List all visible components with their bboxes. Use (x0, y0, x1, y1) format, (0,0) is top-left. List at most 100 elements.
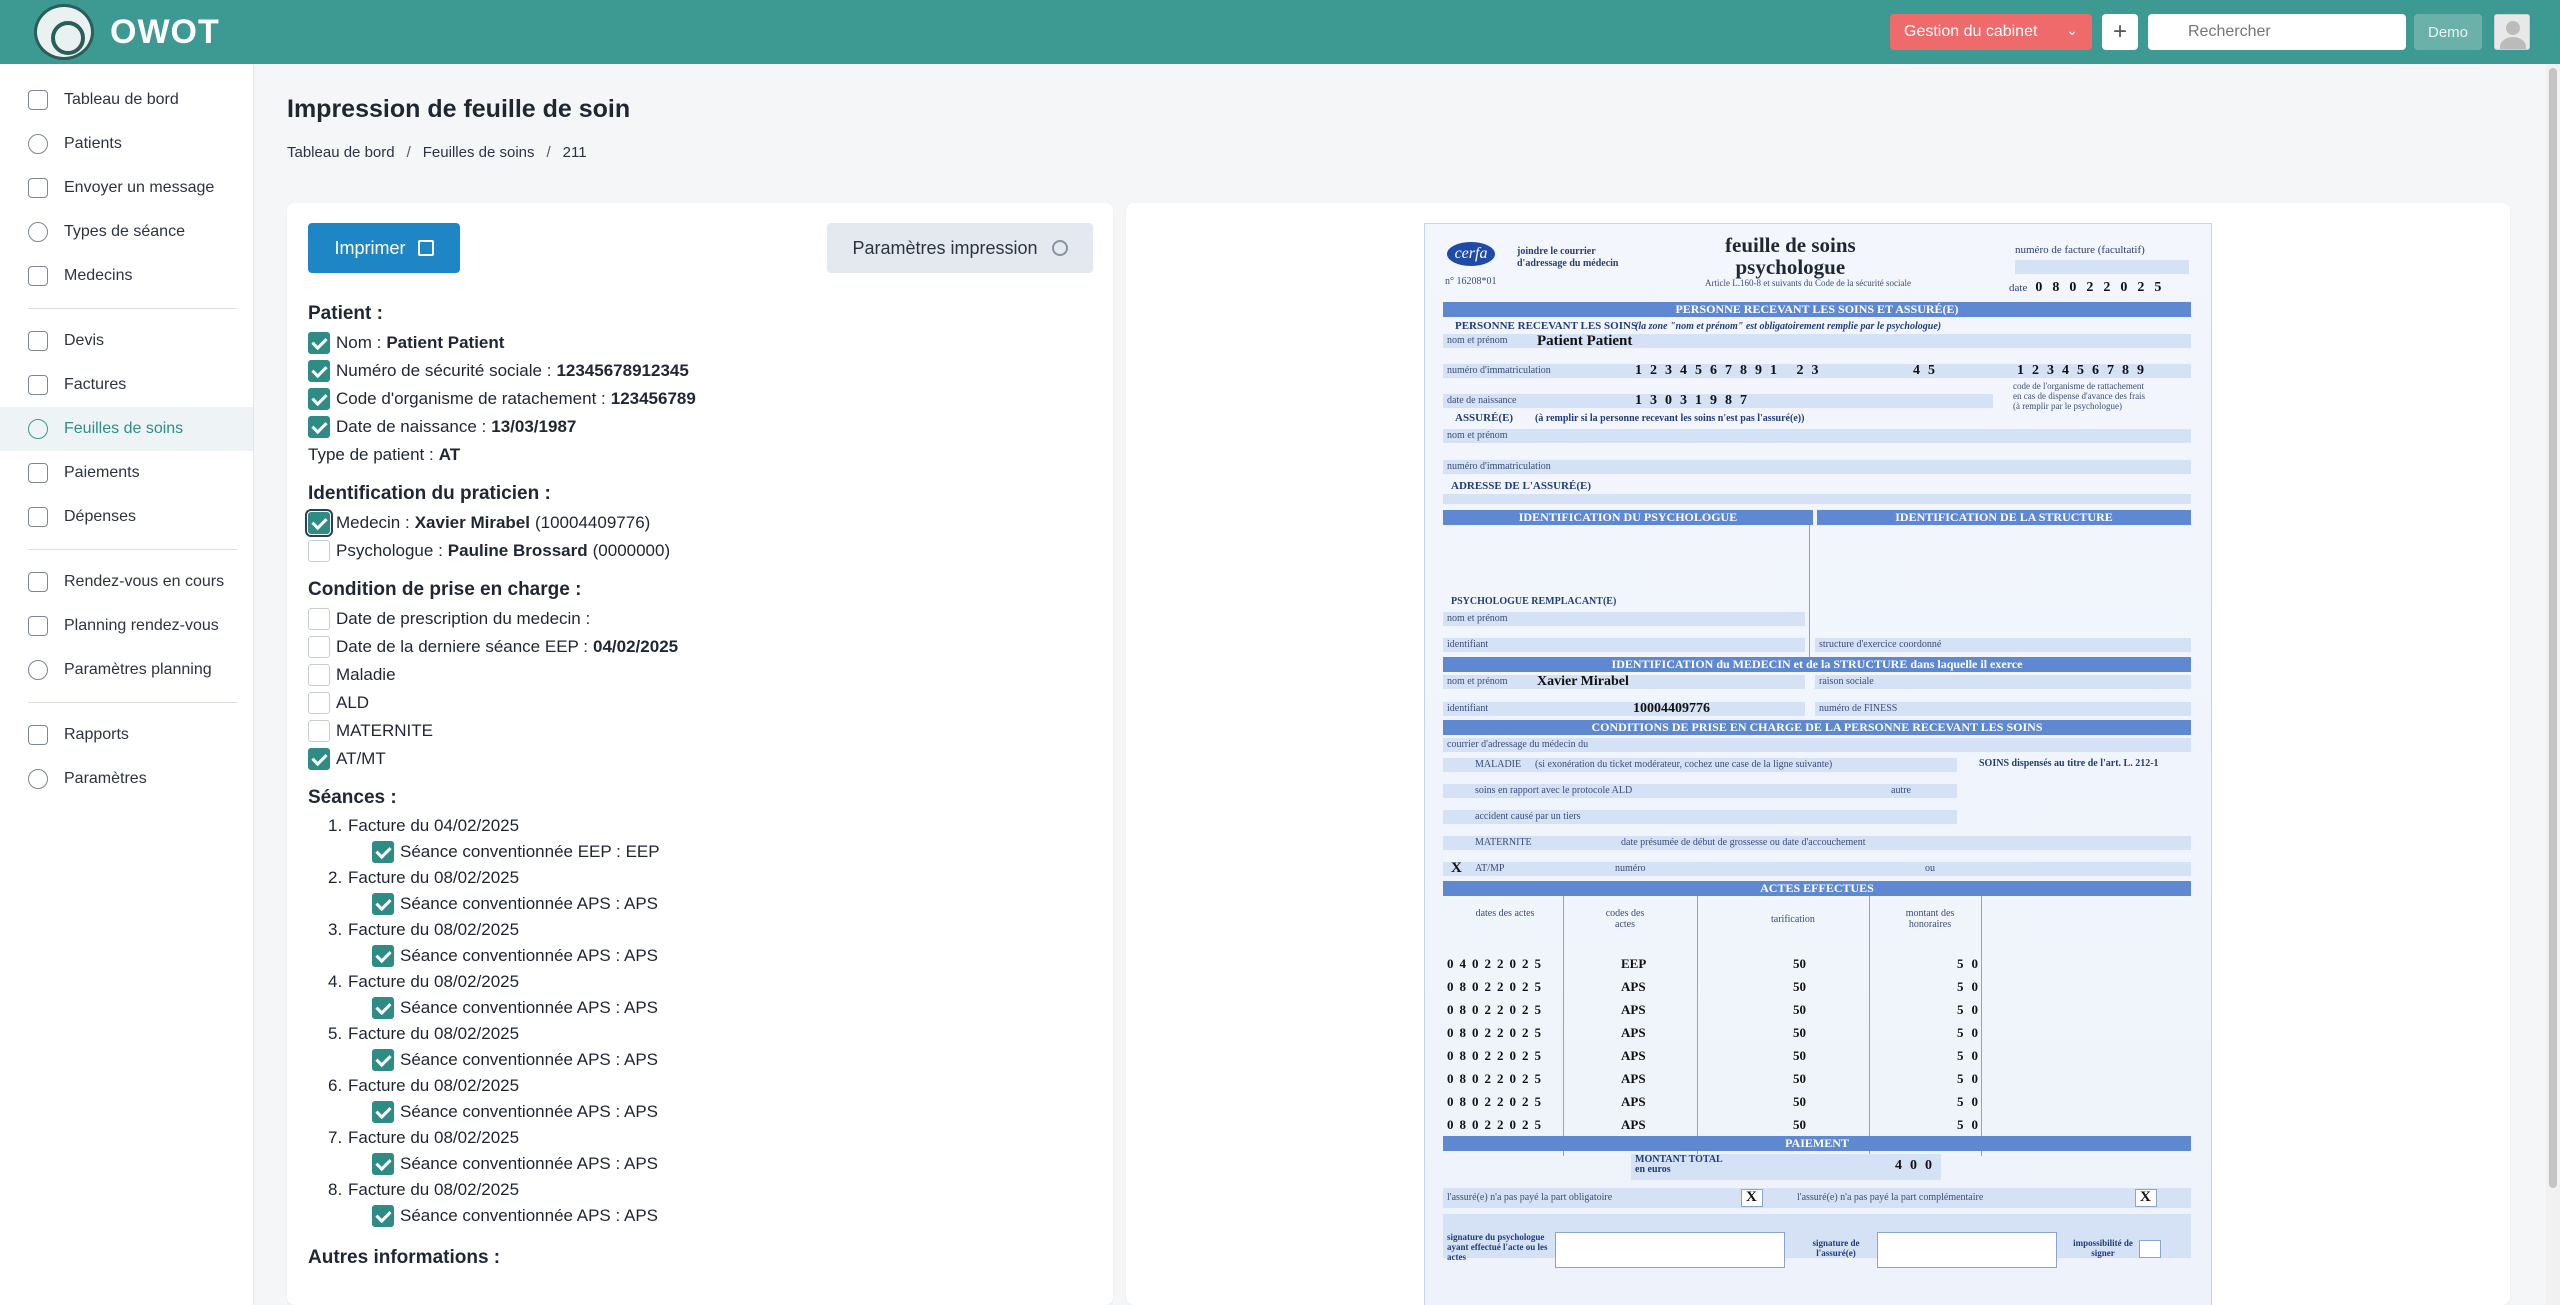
breadcrumb-feuilles-de-soins[interactable]: Feuilles de soins (422, 144, 535, 161)
band-identification: IDENTIFICATION DU PSYCHOLOGUE IDENTIFICA… (1443, 510, 2191, 525)
seance-facture-item: 1. Facture du 04/02/2025 (308, 813, 1098, 839)
demo-button[interactable]: Demo (2414, 14, 2482, 50)
search-input[interactable] (2148, 14, 2406, 50)
sidebar-item-planning-rendez-vous[interactable]: Planning rendez-vous (0, 604, 253, 648)
checkbox-seance[interactable] (372, 893, 394, 915)
file-icon (28, 375, 48, 395)
checkbox-seance[interactable] (372, 1101, 394, 1123)
seance-option: Séance conventionnée APS : APS (308, 891, 1098, 917)
avatar[interactable] (2494, 14, 2530, 50)
checkbox-seance[interactable] (372, 1205, 394, 1227)
signature-psy-box (1555, 1232, 1785, 1268)
assure-compl-label: l'assuré(e) n'a pas payé la part complém… (1797, 1192, 1984, 1203)
structure-coord-label: structure d'exercice coordonné (1819, 639, 1942, 650)
option-date-naissance: Date de naissance :13/03/1987 (308, 413, 1098, 441)
column-divider (1697, 896, 1698, 1156)
sidebar-item-paiements[interactable]: Paiements (0, 451, 253, 495)
option-value: Pauline Brossard (447, 541, 588, 560)
seance-option: Séance conventionnée APS : APS (308, 943, 1098, 969)
sidebar-item-factures[interactable]: Factures (0, 363, 253, 407)
checkbox-seance[interactable] (372, 1049, 394, 1071)
sidebar-item-envoyer-message[interactable]: Envoyer un message (0, 166, 253, 210)
sidebar-item-depenses[interactable]: Dépenses (0, 495, 253, 539)
band-personne: PERSONNE RECEVANT LES SOINS ET ASSURÉ(E) (1443, 302, 2191, 317)
checkbox-date-prescription[interactable] (308, 608, 330, 630)
maladie-field (1443, 758, 1957, 772)
section-title-seances: Séances : (308, 787, 397, 808)
acte-tarif: 50 (1793, 1002, 1806, 1017)
facture-label: Facture du 04/02/2025 (348, 816, 520, 835)
atmp-numero-label: numéro (1615, 863, 1646, 874)
sidebar-item-feuilles-de-soins[interactable]: Feuilles de soins (0, 407, 253, 451)
acte-date: 08022025 (1447, 1025, 1547, 1040)
seance-option: Séance conventionnée APS : APS (308, 1151, 1098, 1177)
chevron-down-icon: ⌄ (2066, 22, 2078, 38)
sidebar-item-parametres[interactable]: Paramètres (0, 757, 253, 801)
checkbox-ald[interactable] (308, 692, 330, 714)
checkbox-atmt[interactable] (308, 748, 330, 770)
gestion-cabinet-button[interactable]: Gestion du cabinet ⌄ (1890, 14, 2092, 50)
scrollbar-thumb[interactable] (2549, 68, 2557, 1188)
seance-option: Séance conventionnée EEP : EEP (308, 839, 1098, 865)
checkbox-nss[interactable] (308, 360, 330, 382)
checkbox-date-naissance[interactable] (308, 416, 330, 438)
list-number: 8. (328, 1180, 343, 1199)
medecin-nom-label: nom et prénom (1447, 676, 1508, 687)
checkbox-psychologue[interactable] (308, 540, 330, 562)
checkbox-maladie[interactable] (308, 664, 330, 686)
atmp-x-mark: X (1451, 860, 1462, 876)
adresse-label: ADRESSE DE L'ASSURÉ(E) (1451, 480, 1591, 492)
sidebar-item-medecins[interactable]: Medecins (0, 254, 253, 298)
sidebar-item-types-seance[interactable]: Types de séance (0, 210, 253, 254)
checkbox-medecin[interactable] (305, 509, 333, 537)
add-button[interactable]: + (2102, 14, 2138, 50)
assure-label: ASSURÉ(E) (1455, 412, 1514, 424)
gear-icon (28, 769, 48, 789)
page-scrollbar[interactable] (2546, 64, 2560, 1305)
courrier-field (1443, 738, 2191, 752)
sidebar-item-parametres-planning[interactable]: Paramètres planning (0, 648, 253, 692)
feuille-de-soins-preview[interactable]: cerfa n° 16208*01 joindre le courrier d'a… (1424, 223, 2212, 1305)
checkbox-organisme[interactable] (308, 388, 330, 410)
checkbox-nom[interactable] (308, 332, 330, 354)
sidebar-item-rendez-vous-en-cours[interactable]: Rendez-vous en cours (0, 560, 253, 604)
checkbox-seance[interactable] (372, 945, 394, 967)
checkbox-seance[interactable] (372, 997, 394, 1019)
acte-tarif: 50 (1793, 979, 1806, 994)
option-date-prescription: Date de prescription du medecin : (308, 605, 1098, 633)
checkbox-maternite[interactable] (308, 720, 330, 742)
sidebar-item-tableau-de-bord[interactable]: Tableau de bord (0, 78, 253, 122)
facture-label: Facture du 08/02/2025 (348, 1128, 520, 1147)
sidebar-item-rapports[interactable]: Rapports (0, 713, 253, 757)
sidebar-item-label: Tableau de bord (64, 91, 179, 108)
print-settings-label: Paramètres impression (852, 237, 1038, 258)
sidebar-divider (28, 549, 237, 550)
app-logo[interactable]: OWOT (34, 4, 220, 60)
list-number: 3. (328, 920, 343, 939)
seance-facture-item: 7. Facture du 08/02/2025 (308, 1125, 1098, 1151)
courrier-label: courrier d'adressage du médecin du (1447, 739, 1589, 750)
acte-code: EEP (1621, 956, 1647, 971)
sidebar-item-devis[interactable]: Devis (0, 319, 253, 363)
sidebar-item-label: Feuilles de soins (64, 420, 184, 437)
checkbox-derniere-seance[interactable] (308, 636, 330, 658)
checkbox-seance[interactable] (372, 1153, 394, 1175)
sidebar-item-patients[interactable]: Patients (0, 122, 253, 166)
total-value: 400 (1895, 1158, 1940, 1173)
table-row: 08022025 APS 50 50 (1447, 1000, 1987, 1020)
breadcrumb-tableau-de-bord[interactable]: Tableau de bord (287, 144, 395, 161)
assure-compl-box (2135, 1189, 2157, 1207)
signature-assure-label: signature de l'assuré(e) (1812, 1238, 1860, 1258)
print-settings-button[interactable]: Paramètres impression (827, 223, 1093, 273)
option-label: Numéro de sécurité sociale : (336, 361, 552, 380)
sidebar-item-label: Factures (64, 376, 127, 393)
column-divider (1981, 896, 1982, 1156)
patient-type: Type de patient : AT (308, 441, 1098, 469)
checkbox-seance[interactable] (372, 841, 394, 863)
dob-label: date de naissance (1447, 395, 1517, 406)
calendar-icon (28, 616, 48, 636)
option-value: 13/03/1987 (491, 417, 577, 436)
ald-field (1443, 784, 1957, 798)
assure-oblig-box (1741, 1189, 1763, 1207)
print-button[interactable]: Imprimer (308, 223, 460, 273)
